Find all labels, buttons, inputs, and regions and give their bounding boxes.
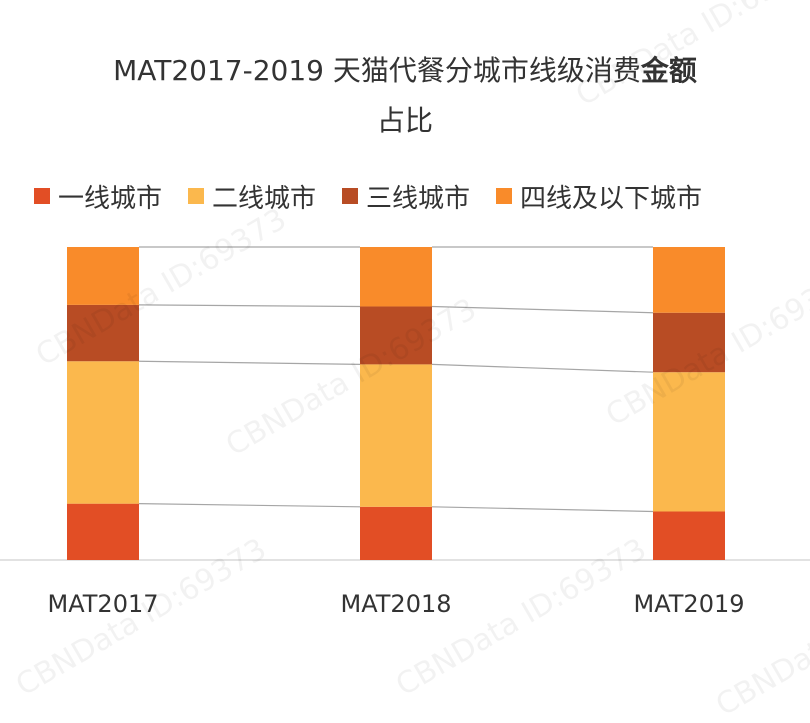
bar-segment: [360, 247, 432, 307]
legend-label: 三线城市: [366, 183, 471, 214]
bar-segment: [67, 503, 139, 560]
series-connector-line: [431, 305, 654, 314]
bar-segment: [653, 247, 725, 313]
series-connector-line: [138, 360, 361, 365]
legend-item: 三线城市: [342, 178, 470, 215]
chart-title: MAT2017-2019 天猫代餐分城市线级消费金额 占比: [0, 46, 810, 146]
legend-item: 二线城市: [188, 178, 316, 215]
bar-segment: [67, 304, 139, 362]
legend-swatch: [496, 188, 513, 204]
legend-item: 四线及以下城市: [496, 178, 702, 215]
bar-segment: [67, 247, 139, 305]
bar-segment: [67, 361, 139, 504]
bar-segment: [360, 506, 432, 560]
x-tick-label: MAT2019: [634, 590, 745, 618]
bar-segment: [360, 364, 432, 507]
stacked-bar-chart: MAT2017 MAT2018 MAT2019: [0, 246, 810, 618]
chart-title-bold: 金额: [640, 54, 697, 87]
chart-title-line2: 占比: [376, 104, 433, 137]
series-connector-line: [138, 304, 361, 308]
legend-label: 四线及以下城市: [520, 183, 703, 214]
series-connector-line: [431, 506, 654, 513]
legend-swatch: [342, 188, 359, 204]
series-connector-line: [138, 503, 361, 508]
legend-label: 二线城市: [212, 183, 317, 214]
legend-item: 一线城市: [34, 178, 162, 215]
chart-title-main: MAT2017-2019 天猫代餐分城市线级消费: [113, 54, 641, 87]
bar-segment: [653, 312, 725, 373]
bar-segment: [653, 372, 725, 512]
x-tick-label: MAT2018: [341, 590, 452, 618]
bar-segment: [653, 511, 725, 560]
chart-legend: 一线城市 二线城市 三线城市 四线及以下城市: [34, 176, 728, 216]
x-tick-label: MAT2017: [48, 590, 159, 618]
legend-swatch: [188, 188, 205, 204]
legend-label: 一线城市: [58, 183, 163, 214]
legend-swatch: [34, 188, 50, 204]
bar-segment: [360, 306, 432, 365]
series-connector-line: [431, 363, 654, 373]
